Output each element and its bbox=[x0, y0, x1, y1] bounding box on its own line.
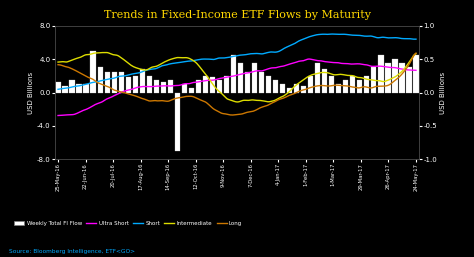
Bar bbox=[196, 80, 201, 93]
Bar bbox=[238, 63, 243, 93]
Bar bbox=[105, 72, 110, 93]
Bar bbox=[378, 55, 383, 93]
Bar bbox=[217, 80, 222, 93]
Bar bbox=[385, 63, 391, 93]
Bar bbox=[294, 84, 299, 93]
Bar bbox=[189, 88, 194, 93]
Bar bbox=[371, 67, 376, 93]
Bar bbox=[161, 82, 166, 93]
Bar bbox=[273, 80, 278, 93]
Bar bbox=[245, 72, 250, 93]
Bar bbox=[301, 86, 306, 93]
Bar bbox=[357, 80, 363, 93]
Bar bbox=[140, 69, 145, 93]
Y-axis label: USD Billions: USD Billions bbox=[440, 71, 446, 114]
Bar bbox=[168, 80, 173, 93]
Bar bbox=[182, 84, 187, 93]
Bar bbox=[399, 63, 405, 93]
Bar bbox=[55, 82, 61, 93]
Bar bbox=[76, 84, 82, 93]
Bar bbox=[83, 84, 89, 93]
Bar bbox=[252, 63, 257, 93]
Legend: Weekly Total FI Flow, Ultra Short, Short, Intermediate, Long: Weekly Total FI Flow, Ultra Short, Short… bbox=[12, 219, 244, 228]
Bar bbox=[146, 76, 152, 93]
Bar bbox=[413, 55, 419, 93]
Text: Source: Bloomberg Intelligence, ETF<GO>: Source: Bloomberg Intelligence, ETF<GO> bbox=[9, 250, 136, 254]
Bar bbox=[210, 77, 215, 93]
Bar bbox=[231, 55, 236, 93]
Bar bbox=[266, 76, 271, 93]
Bar bbox=[118, 72, 124, 93]
Bar bbox=[126, 77, 131, 93]
Bar bbox=[287, 88, 292, 93]
Bar bbox=[392, 59, 398, 93]
Bar bbox=[175, 93, 180, 151]
Bar bbox=[133, 76, 138, 93]
Bar bbox=[111, 72, 117, 93]
Bar bbox=[322, 69, 328, 93]
Bar bbox=[69, 80, 75, 93]
Bar bbox=[329, 76, 334, 93]
Bar bbox=[280, 84, 285, 93]
Bar bbox=[350, 76, 356, 93]
Bar bbox=[336, 84, 341, 93]
Bar bbox=[259, 72, 264, 93]
Bar bbox=[224, 76, 229, 93]
Bar bbox=[308, 76, 313, 93]
Bar bbox=[63, 86, 68, 93]
Bar bbox=[98, 67, 103, 93]
Y-axis label: USD Billions: USD Billions bbox=[28, 71, 34, 114]
Bar bbox=[203, 76, 208, 93]
Bar bbox=[343, 80, 348, 93]
Bar bbox=[154, 80, 159, 93]
Bar bbox=[406, 67, 411, 93]
Text: Trends in Fixed-Income ETF Flows by Maturity: Trends in Fixed-Income ETF Flows by Matu… bbox=[103, 10, 371, 20]
Bar bbox=[91, 51, 96, 93]
Bar bbox=[364, 76, 369, 93]
Bar bbox=[315, 63, 320, 93]
